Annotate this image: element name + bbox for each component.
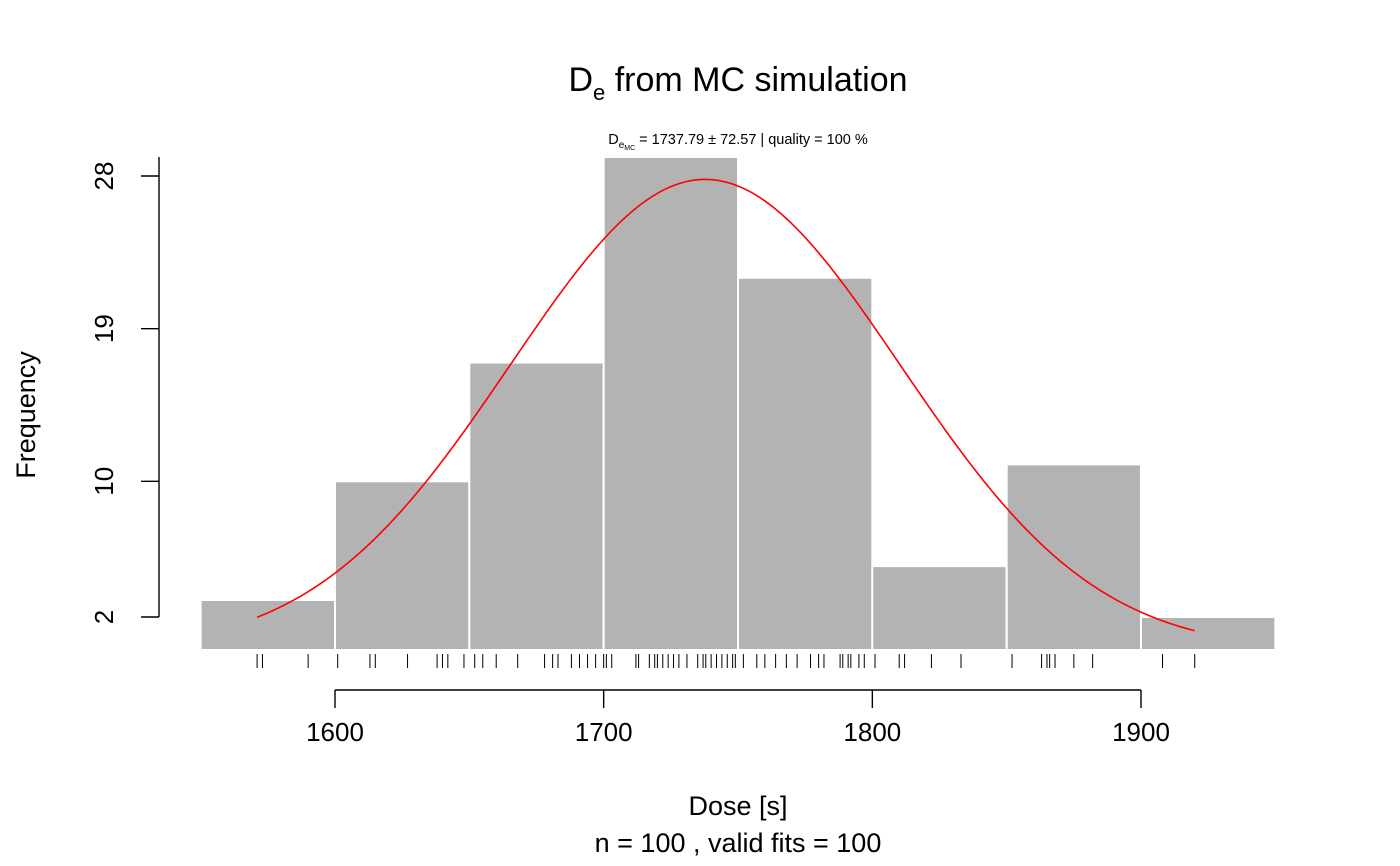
x-tick-label: 1800 (843, 717, 901, 747)
histogram-bar (1140, 616, 1277, 651)
histogram-bar (468, 361, 605, 651)
y-tick-label: 2 (89, 610, 119, 624)
y-axis-label: Frequency (11, 351, 41, 479)
x-axis-label: Dose [s] (688, 791, 787, 821)
histogram-bar (871, 565, 1008, 651)
histogram-bar (199, 599, 336, 651)
rug-marks (256, 654, 1196, 668)
normal-fit-curve (256, 178, 1195, 632)
chart-subtitle: DeMC = 1737.79 ± 72.57 | quality = 100 % (608, 132, 868, 152)
x-tick-label: 1600 (306, 717, 364, 747)
x-axis-sublabel: n = 100 , valid fits = 100 (595, 828, 882, 858)
y-tick-label: 10 (89, 467, 119, 496)
normal-curve-layer (256, 178, 1195, 632)
x-tick-label: 1900 (1112, 717, 1170, 747)
y-axis: 2 10 19 28 (89, 157, 160, 624)
y-tick-label: 28 (89, 162, 119, 191)
chart-title: De from MC simulation (568, 61, 907, 105)
histogram-bar (1005, 463, 1143, 651)
histogram-bars (199, 156, 1277, 651)
x-tick-label: 1700 (575, 717, 633, 747)
y-tick-label: 19 (89, 314, 119, 343)
histogram-bar (602, 156, 740, 651)
histogram-bar (334, 480, 471, 651)
histogram-bar (737, 276, 874, 651)
x-axis: 1600 1700 1800 1900 (306, 689, 1170, 747)
